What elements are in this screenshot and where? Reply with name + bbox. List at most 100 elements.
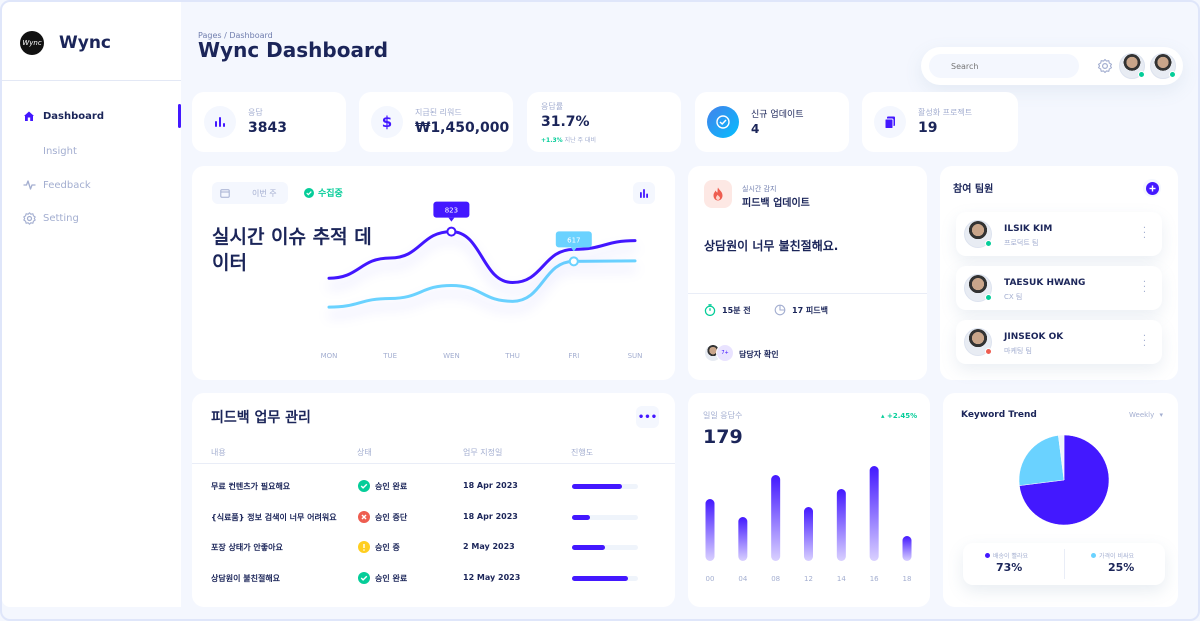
table-row[interactable]: 무료 컨텐츠가 필요해요 승인 완료 18 Apr 2023 <box>192 471 675 497</box>
sidebar-item-insight[interactable]: Insight <box>2 139 181 163</box>
header-divider <box>192 463 675 464</box>
sidebar: Wync Wync Dashboard Insight Feedback Set… <box>2 2 181 607</box>
stat-card-responses: 응답 3843 <box>192 92 346 152</box>
bar[interactable] <box>869 466 879 561</box>
check-badge-icon <box>707 106 739 138</box>
progress-bar <box>572 545 638 550</box>
bar[interactable] <box>705 499 715 561</box>
column-header[interactable]: 내용 <box>211 448 226 457</box>
x-tick-label: 18 <box>903 575 912 583</box>
more-vertical-icon[interactable]: · · · <box>1142 277 1146 298</box>
logo-text: Wync <box>22 39 42 47</box>
sidebar-item-dashboard[interactable]: Dashboard <box>2 104 181 128</box>
alert-circle-icon <box>358 541 370 553</box>
stopwatch-icon <box>704 304 716 316</box>
home-icon <box>22 109 36 123</box>
more-vertical-icon[interactable]: · · · <box>1142 223 1146 244</box>
member-avatar <box>964 328 992 356</box>
x-tick-label: WEN <box>443 352 460 360</box>
stat-card-new-updates: 신규 업데이트 4 <box>695 92 849 152</box>
team-member[interactable]: ILSIK KIM 프로덕트 팀 · · · <box>956 212 1162 256</box>
plus-circle-icon <box>1145 181 1159 195</box>
x-tick-label: 14 <box>837 575 846 583</box>
bar[interactable] <box>738 517 748 561</box>
stat-value: ₩1,450,000 <box>415 120 510 136</box>
member-team: 마케팅 팀 <box>1004 347 1032 355</box>
pie-slice[interactable] <box>1058 434 1065 481</box>
week-selector[interactable]: 이번 주 <box>212 182 288 204</box>
add-member-button[interactable] <box>1143 179 1161 197</box>
assignee-more[interactable]: 7+ <box>716 344 734 362</box>
legend-dot <box>1091 553 1096 558</box>
pie-slice[interactable] <box>1018 435 1065 486</box>
chart-type-button[interactable] <box>633 182 655 204</box>
legend-dot <box>985 553 990 558</box>
team-member[interactable]: TAESUK HWANG CX 팀 · · · <box>956 266 1162 310</box>
pulse-icon <box>22 178 36 192</box>
bar[interactable] <box>836 489 846 561</box>
sidebar-item-feedback[interactable]: Feedback <box>2 173 181 197</box>
online-status-dot <box>1169 71 1176 78</box>
column-header[interactable]: 상태 <box>357 448 372 457</box>
assignee-link[interactable]: 담당자 확인 <box>739 350 779 359</box>
daily-value: 179 <box>703 426 743 448</box>
task-table-card: 피드백 업무 관리 ••• 내용 상태 업무 지정일 진행도 무료 컨텐츠가 필… <box>192 393 675 607</box>
column-header[interactable]: 진행도 <box>571 448 594 457</box>
x-tick-label: SUN <box>628 352 643 360</box>
bar[interactable] <box>771 475 781 561</box>
week-label: 이번 주 <box>252 188 277 198</box>
table-row[interactable]: 포장 상태가 안좋아요 승인 중 2 May 2023 <box>192 532 675 558</box>
x-tick-label: 08 <box>771 575 780 583</box>
task-date: 12 May 2023 <box>463 573 521 582</box>
feedback-count: 17 피드백 <box>774 304 828 316</box>
count-text: 17 피드백 <box>792 305 828 315</box>
x-tick-label: 12 <box>804 575 813 583</box>
data-label-text: 823 <box>445 207 458 215</box>
task-date: 18 Apr 2023 <box>463 481 518 490</box>
keyword-pie-chart <box>1018 434 1110 526</box>
member-team: 프로덕트 팀 <box>1004 239 1039 247</box>
column-header[interactable]: 업무 지정일 <box>463 448 503 457</box>
progress-fill <box>572 484 622 489</box>
legend-text: 가격이 비싸요 <box>1099 553 1135 560</box>
task-date: 2 May 2023 <box>463 542 515 551</box>
legend-label: 가격이 비싸요 <box>1091 551 1134 560</box>
breadcrumb[interactable]: Pages / Dashboard <box>198 31 273 40</box>
issue-tracking-card: 이번 주 수집중 실시간 이슈 추적 데이터 823 617 MON TUE WEN TH… <box>192 166 675 380</box>
more-horizontal-button[interactable]: ••• <box>636 406 659 428</box>
table-row[interactable]: {식료품} 정보 검색이 너무 어려워요 승인 중단 18 Apr 2023 <box>192 502 675 528</box>
sidebar-item-label: Setting <box>43 212 79 224</box>
stat-card-rewards: $ 지급된 리워드 ₩1,450,000 <box>359 92 513 152</box>
table-row[interactable]: 상담원이 불친절해요 승인 완료 12 May 2023 <box>192 563 675 589</box>
search-input[interactable] <box>929 54 1079 78</box>
x-tick-label: MON <box>321 352 338 360</box>
brand-logo[interactable]: Wync <box>20 31 44 55</box>
active-indicator <box>178 104 181 128</box>
x-tick-label: FRI <box>568 352 579 360</box>
more-vertical-icon[interactable]: · · · <box>1142 331 1146 352</box>
bar[interactable] <box>902 536 912 561</box>
gear-icon <box>22 211 36 225</box>
calendar-icon <box>220 189 230 198</box>
stat-delta: +1.3% <box>541 137 563 144</box>
period-dropdown[interactable]: Weekly ▾ <box>1129 411 1163 419</box>
member-name: ILSIK KIM <box>1004 224 1053 234</box>
pie-legend: 배송이 빨라요 73% 가격이 비싸요 25% <box>963 543 1165 585</box>
sidebar-item-setting[interactable]: Setting <box>2 206 181 230</box>
bar-chart-icon <box>204 106 236 138</box>
stat-value: 19 <box>918 120 938 136</box>
data-point[interactable] <box>568 256 579 267</box>
bar[interactable] <box>804 507 813 561</box>
daily-bar-chart: 00 04 08 12 14 16 18 <box>705 466 912 583</box>
data-label: 823 <box>433 201 470 222</box>
task-content: 무료 컨텐츠가 필요해요 <box>211 482 291 491</box>
settings-icon[interactable] <box>1097 58 1113 74</box>
top-bar <box>921 47 1183 85</box>
data-point[interactable] <box>446 226 457 237</box>
team-member[interactable]: JINSEOK OK 마케팅 팀 · · · <box>956 320 1162 364</box>
daily-responses-card: 일일 응답수 ▴ +2.45% 179 00 04 08 12 14 16 18 <box>688 393 930 607</box>
x-circle-icon <box>358 511 370 523</box>
check-circle-icon <box>358 480 370 492</box>
member-team: CX 팀 <box>1004 293 1023 301</box>
page-title: Wync Dashboard <box>198 38 389 62</box>
